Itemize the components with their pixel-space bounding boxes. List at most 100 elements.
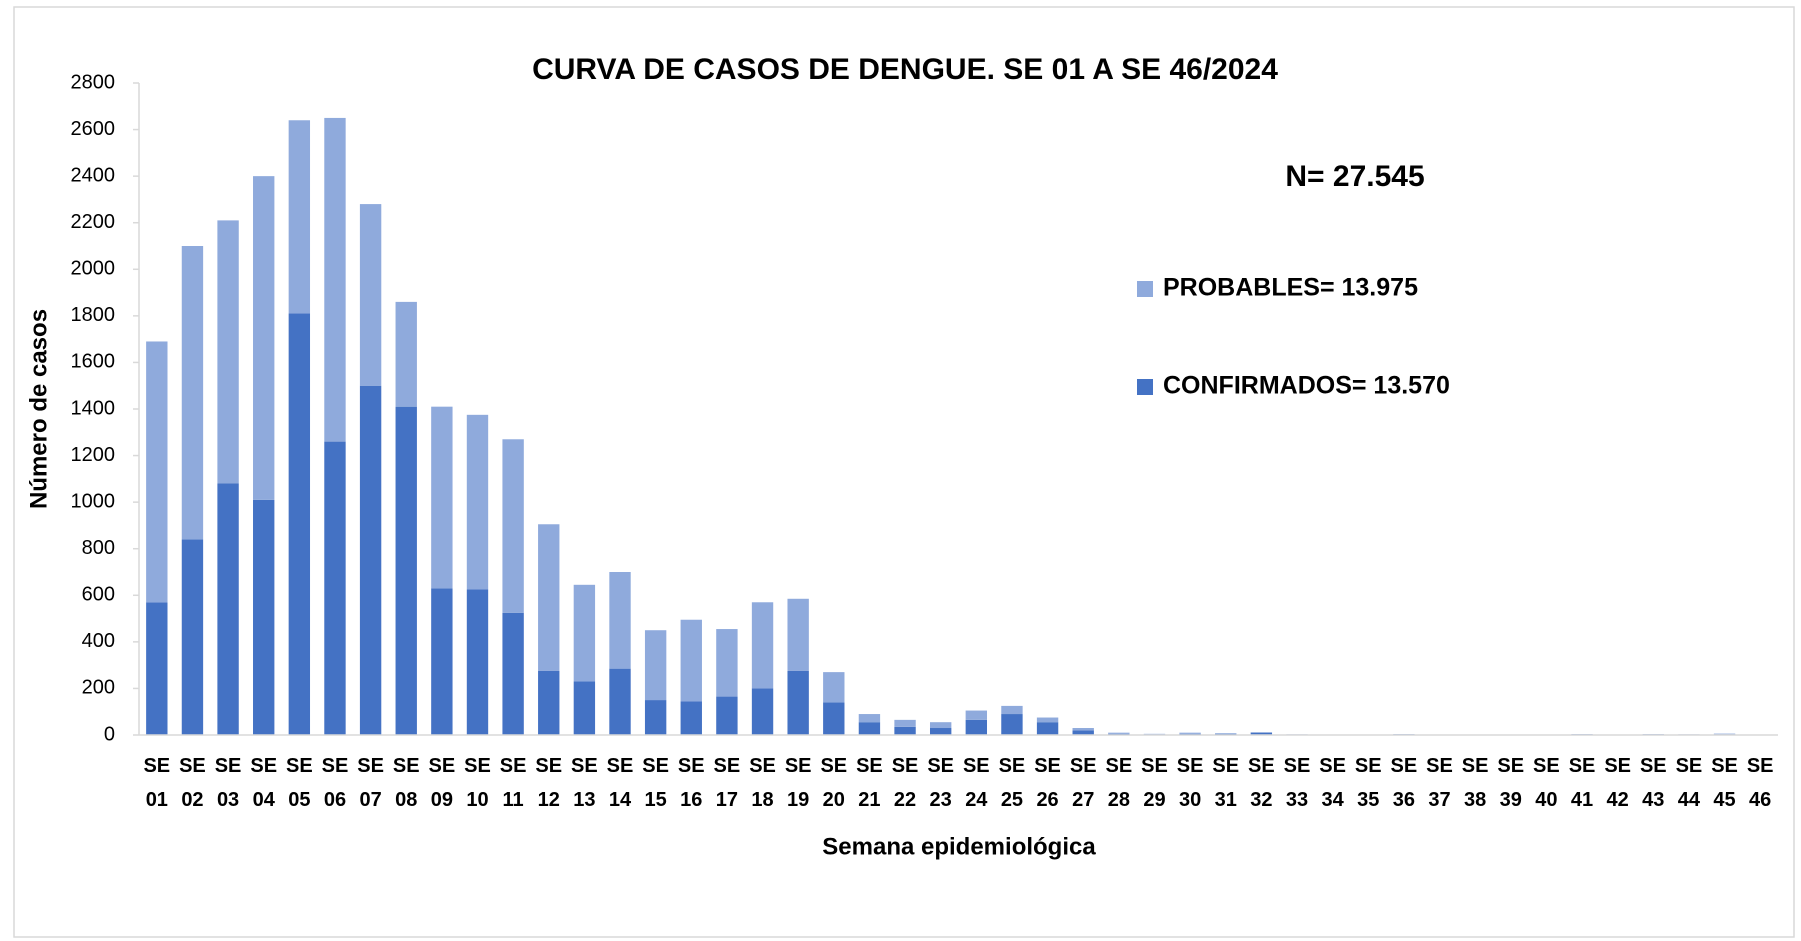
bar — [1072, 730, 1094, 735]
bar — [431, 588, 453, 735]
bar — [644, 700, 667, 735]
bar — [1108, 732, 1130, 734]
y-tick-label: 600 — [82, 584, 115, 606]
bar — [858, 714, 881, 723]
legend-label: CONFIRMADOS= 13.570 — [1163, 372, 1450, 400]
bar — [894, 726, 916, 735]
y-tick-label: 0 — [104, 723, 115, 745]
bar — [680, 701, 702, 735]
x-tick-label: SE 25 — [998, 755, 1026, 811]
x-tick-label: SE 46 — [1746, 755, 1774, 811]
x-tick-label: SE 24 — [962, 755, 990, 811]
x-tick-label: SE 13 — [571, 755, 598, 811]
x-tick-label: SE 38 — [1461, 755, 1489, 811]
x-tick-label: SE 05 — [285, 755, 313, 811]
x-tick-label: SE 36 — [1390, 755, 1418, 811]
bar — [1001, 705, 1023, 715]
x-tick-label: SE 21 — [856, 755, 883, 811]
bar — [929, 728, 952, 735]
annotation: N= 27.545 — [1285, 160, 1424, 193]
y-tick-label: 2800 — [71, 71, 116, 93]
x-tick-label: SE 09 — [428, 755, 456, 811]
y-tick-label: 800 — [82, 537, 115, 559]
bar — [609, 668, 631, 735]
bar — [431, 406, 453, 589]
bar — [217, 220, 239, 484]
x-tick-label: SE 11 — [499, 755, 527, 811]
x-tick-label: SE 39 — [1497, 755, 1525, 811]
bar — [253, 499, 275, 735]
y-axis-label: Número de casos — [25, 309, 52, 509]
chart-frame — [13, 6, 1795, 938]
x-tick-label: SE 30 — [1176, 755, 1204, 811]
bar — [288, 120, 311, 314]
x-tick-label: SE 45 — [1711, 755, 1738, 811]
bar — [538, 524, 560, 671]
y-tick-label: 2600 — [71, 118, 116, 140]
y-tick-label: 400 — [82, 630, 115, 652]
x-tick-label: SE 29 — [1141, 755, 1168, 811]
bar — [751, 602, 774, 689]
bar — [1036, 717, 1059, 723]
bar — [359, 204, 382, 386]
bar — [538, 670, 560, 735]
bar — [573, 584, 596, 682]
y-tick-label: 1800 — [71, 304, 116, 326]
x-tick-label: SE 15 — [642, 755, 669, 811]
legend-swatch — [1137, 379, 1153, 395]
bar — [823, 672, 845, 703]
y-tick-label: 2400 — [71, 164, 116, 186]
x-tick-label: SE 04 — [250, 755, 278, 811]
bar — [253, 176, 275, 500]
y-tick-label: 1400 — [71, 397, 116, 419]
x-tick-label: SE 37 — [1426, 755, 1453, 811]
y-tick-label: 1200 — [71, 444, 116, 466]
x-tick-label: SE 10 — [464, 755, 491, 811]
bar — [716, 629, 738, 697]
x-tick-label: SE 35 — [1354, 755, 1382, 811]
y-tick-label: 1600 — [71, 351, 116, 373]
bar — [395, 301, 417, 407]
bar — [858, 722, 881, 735]
bar — [1215, 733, 1237, 734]
bar — [359, 385, 382, 735]
x-tick-label: SE 08 — [392, 755, 420, 811]
bar — [324, 441, 346, 735]
bar — [1713, 733, 1736, 735]
bar — [466, 589, 489, 735]
bar — [288, 313, 311, 735]
x-tick-label: SE 44 — [1675, 755, 1703, 811]
x-tick-label: SE 31 — [1212, 755, 1240, 811]
x-tick-label: SE 23 — [927, 755, 955, 811]
y-tick-label: 2000 — [71, 258, 116, 280]
bar — [146, 341, 168, 603]
bar — [1179, 732, 1201, 734]
x-tick-label: SE 27 — [1069, 755, 1097, 811]
bar — [1072, 728, 1094, 731]
chart-title: CURVA DE CASOS DE DENGUE. SE 01 A SE 46/… — [532, 53, 1278, 86]
x-tick-label: SE 41 — [1568, 755, 1596, 811]
bar — [680, 619, 702, 702]
bar — [502, 612, 524, 735]
x-tick-label: SE 02 — [179, 755, 206, 811]
bar — [929, 722, 952, 729]
bar — [324, 117, 346, 442]
legend-swatch — [1137, 281, 1153, 297]
bar — [395, 406, 417, 735]
bar — [609, 572, 631, 669]
x-tick-label: SE 20 — [820, 755, 848, 811]
bar — [502, 439, 524, 613]
x-tick-label: SE 34 — [1319, 755, 1346, 811]
x-tick-label: SE 33 — [1283, 755, 1311, 811]
x-tick-label: SE 43 — [1639, 755, 1667, 811]
x-tick-label: SE 28 — [1105, 755, 1133, 811]
bar — [644, 630, 667, 701]
x-tick-label: SE 12 — [535, 755, 563, 811]
x-tick-label: SE 26 — [1034, 755, 1061, 811]
x-tick-label: SE 01 — [143, 755, 171, 811]
bar — [573, 681, 596, 735]
bar — [894, 719, 916, 727]
x-tick-label: SE 32 — [1248, 755, 1275, 811]
bar — [787, 670, 809, 735]
